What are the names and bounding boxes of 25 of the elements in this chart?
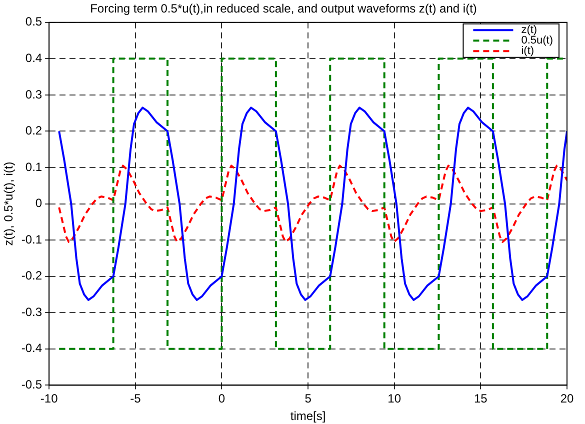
line-series <box>58 164 567 243</box>
y-tick-label: -0.1 <box>21 232 42 246</box>
x-tick-label: -10 <box>40 392 58 406</box>
legend-label: i(t) <box>521 45 534 58</box>
x-tick-label: 10 <box>388 392 402 406</box>
x-tick-label: 20 <box>560 392 574 406</box>
y-axis-title: z(t), 0.5*u(t), i(t) <box>2 162 16 246</box>
legend-label: 0.5u(t) <box>521 34 554 47</box>
y-tick-label: 0.2 <box>25 124 42 138</box>
x-tick-label: 15 <box>474 392 488 406</box>
x-tick-label: -5 <box>130 392 142 406</box>
y-tick-label: 0.1 <box>25 160 42 174</box>
y-tick-label: 0.4 <box>25 50 42 65</box>
y-tick-label: 0 <box>35 196 42 210</box>
y-tick-label: -0.2 <box>21 268 42 283</box>
legend-label: z(t) <box>521 24 538 36</box>
y-tick-label: -0.5 <box>21 378 42 392</box>
y-tick-label: -0.3 <box>21 304 42 319</box>
x-axis-title: time[s] <box>290 409 326 424</box>
x-tick-label: 5 <box>304 392 312 406</box>
y-tick-label: -0.4 <box>21 341 42 356</box>
chart-title: Forcing term 0.5*u(t),in reduced scale, and output waveforms z(t) and i(t) <box>90 2 477 16</box>
y-tick-label: 0.5 <box>25 14 42 29</box>
y-tick-label: 0.3 <box>25 87 42 102</box>
x-tick-label: 0 <box>218 392 226 406</box>
